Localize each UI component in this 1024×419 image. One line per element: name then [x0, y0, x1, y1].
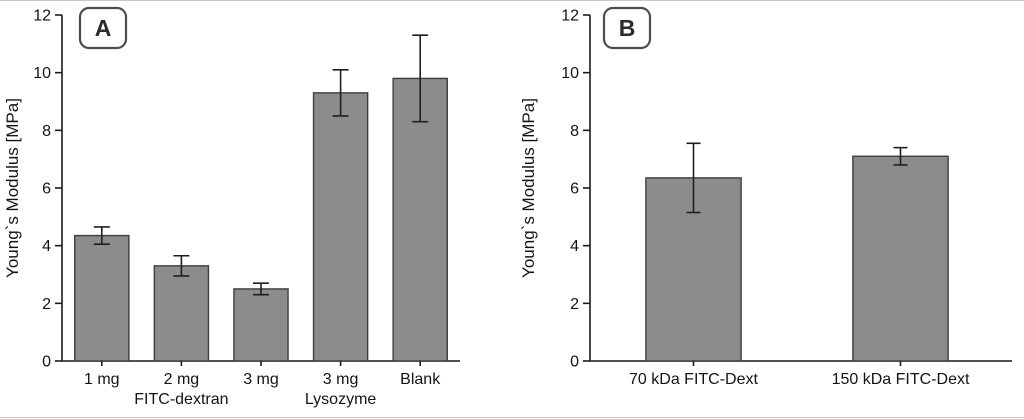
y-tick-label: 10: [561, 65, 579, 82]
category-label: 2 mg: [164, 371, 200, 388]
panel-b-bar-chart: 0 2 4 6 8 10 12 70 kDa FITC-Dext 150 kDa FITC-De…: [519, 6, 1012, 388]
y-tick-label: 6: [570, 181, 579, 198]
y-axis-label: Young`s Modulus [MPa]: [519, 98, 538, 278]
group-label: FITC-dextran: [134, 391, 228, 408]
y-axis-label: Young`s Modulus [MPa]: [3, 98, 22, 278]
category-label: 70 kDa FITC-Dext: [629, 371, 758, 388]
bar: [153, 265, 210, 362]
y-tick-label: 6: [42, 181, 51, 198]
panel-label: A: [95, 15, 112, 41]
category-label: 150 kDa FITC-Dext: [832, 371, 970, 388]
y-tick-label: 10: [33, 65, 51, 82]
bar: [852, 155, 949, 362]
bar: [233, 288, 289, 362]
y-tick-label: 2: [42, 296, 51, 313]
y-tick-label: 0: [570, 354, 579, 371]
y-tick-label: 0: [42, 354, 51, 371]
category-label: 3 mg: [323, 371, 359, 388]
panel-label-box: [78, 6, 128, 50]
group-label: Lysozyme: [305, 391, 377, 408]
y-tick-label: 4: [42, 238, 51, 255]
bar: [74, 234, 130, 362]
y-tick-label: 12: [33, 8, 51, 25]
y-tick-label: 8: [42, 123, 51, 140]
panel-label: B: [619, 15, 636, 41]
bar: [312, 92, 369, 362]
y-tick-label: 4: [570, 238, 579, 255]
y-tick-label: 12: [561, 8, 579, 25]
category-label: 1 mg: [84, 371, 120, 388]
panel-a-bar-chart: 0 2 4 6 8 10 12 1 mg 2 mg 3 mg 3 mg Blank FITC-dextr…: [3, 6, 460, 408]
category-label: Blank: [400, 371, 441, 388]
category-label: 3 mg: [243, 371, 279, 388]
panel-label-box: [602, 6, 652, 50]
y-tick-label: 8: [570, 123, 579, 140]
y-tick-label: 2: [570, 296, 579, 313]
